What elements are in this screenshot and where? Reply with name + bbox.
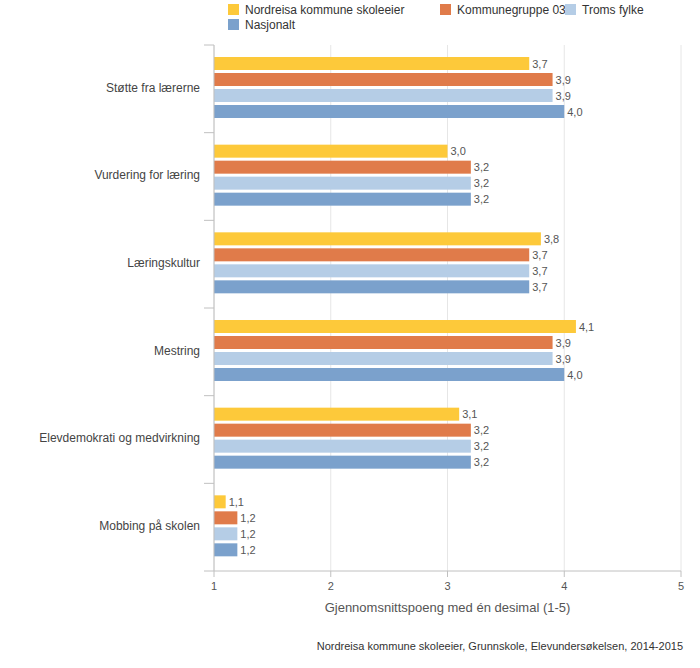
data-label: 3,2 (474, 161, 489, 173)
x-tick-label: 2 (328, 580, 334, 592)
data-label: 3,9 (556, 90, 571, 102)
data-label: 3,9 (556, 337, 571, 349)
data-label: 3,2 (474, 424, 489, 436)
bar (214, 264, 529, 277)
data-label: 3,0 (451, 145, 466, 157)
category-label: Elevdemokrati og medvirkning (39, 431, 200, 445)
legend-label: Kommunegruppe 03 (457, 3, 566, 17)
bar (214, 352, 553, 365)
data-label: 3,9 (556, 74, 571, 86)
data-label: 3,9 (556, 353, 571, 365)
bar (214, 408, 459, 421)
category-separator (204, 220, 214, 221)
x-tick (447, 571, 448, 577)
grid-line (681, 45, 682, 571)
bar (214, 320, 576, 333)
category-label: Mobbing på skolen (99, 519, 200, 533)
category-label: Mestring (154, 344, 200, 358)
x-tick-label: 5 (678, 580, 684, 592)
x-tick (214, 571, 215, 577)
bar (214, 57, 529, 70)
bar (214, 232, 541, 245)
bar (214, 145, 448, 158)
legend-swatch (228, 4, 239, 15)
bar (214, 336, 553, 349)
bar (214, 89, 553, 102)
data-label: 3,7 (532, 265, 547, 277)
legend-swatch (565, 4, 576, 15)
category-label: Støtte fra lærerne (106, 81, 200, 95)
legend-swatch (440, 4, 451, 15)
category-separator (204, 45, 214, 46)
data-label: 3,1 (462, 408, 477, 420)
category-label: Vurdering for læring (94, 168, 200, 182)
bar (214, 105, 564, 118)
bar (214, 73, 553, 86)
bar (214, 368, 564, 381)
data-label: 3,2 (474, 193, 489, 205)
category-separator (204, 571, 214, 572)
data-label: 4,1 (579, 321, 594, 333)
category-separator (204, 395, 214, 396)
axes: Støtte fra lærerne Vurdering for læring Læ… (39, 45, 684, 615)
category-separator (204, 483, 214, 484)
legend-label: Nasjonalt (245, 18, 296, 32)
legend-swatch (228, 19, 239, 30)
bar (214, 193, 471, 206)
data-label: 3,2 (474, 177, 489, 189)
data-label: 1,2 (240, 512, 255, 524)
grid-line (564, 45, 565, 571)
bar (214, 511, 237, 524)
bar (214, 456, 471, 469)
x-tick (330, 571, 331, 577)
bar (214, 177, 471, 190)
grid (214, 45, 681, 571)
bar (214, 161, 471, 174)
data-label: 1,2 (240, 528, 255, 540)
legend-label: Nordreisa kommune skoleeier (245, 3, 404, 17)
data-label: 4,0 (567, 106, 582, 118)
x-tick-label: 4 (561, 580, 567, 592)
bars (214, 57, 576, 556)
x-axis-title: Gjennomsnittspoeng med én desimal (1-5) (325, 600, 571, 615)
data-label: 3,2 (474, 440, 489, 452)
grid-line (447, 45, 448, 571)
bar (214, 440, 471, 453)
bar (214, 280, 529, 293)
data-label: 1,1 (229, 496, 244, 508)
data-label: 3,7 (532, 58, 547, 70)
category-separator (204, 308, 214, 309)
data-label: 1,2 (240, 544, 255, 556)
x-tick-label: 3 (444, 580, 450, 592)
chart-container: 3,7 3,0 3,8 4,1 3,1 1,1 3,9 3,2 3,7 3,9 3,2 1,2 3,9 3… (0, 0, 700, 668)
bar (214, 543, 237, 556)
chart-svg: 3,7 3,0 3,8 4,1 3,1 1,1 3,9 3,2 3,7 3,9 3,2 1,2 3,9 3… (0, 0, 700, 668)
x-tick (681, 571, 682, 577)
data-labels: 3,7 3,0 3,8 4,1 3,1 1,1 3,9 3,2 3,7 3,9 3,2 1,2 3,9 3… (229, 58, 595, 556)
bar (214, 495, 226, 508)
grid-line (330, 45, 331, 571)
x-tick-label: 1 (211, 580, 217, 592)
category-separator (204, 132, 214, 133)
bar (214, 527, 237, 540)
x-tick (564, 571, 565, 577)
legend-label: Troms fylke (582, 3, 644, 17)
data-label: 3,7 (532, 281, 547, 293)
bar (214, 248, 529, 261)
data-label: 3,8 (544, 233, 559, 245)
data-label: 4,0 (567, 369, 582, 381)
data-label: 3,2 (474, 456, 489, 468)
category-label: Læringskultur (127, 256, 200, 270)
caption: Nordreisa kommune skoleeier, Grunnskole,… (317, 640, 683, 652)
legend: Nordreisa kommune skoleeier Kommunegruppe… (228, 3, 644, 32)
data-label: 3,7 (532, 249, 547, 261)
bar (214, 424, 471, 437)
